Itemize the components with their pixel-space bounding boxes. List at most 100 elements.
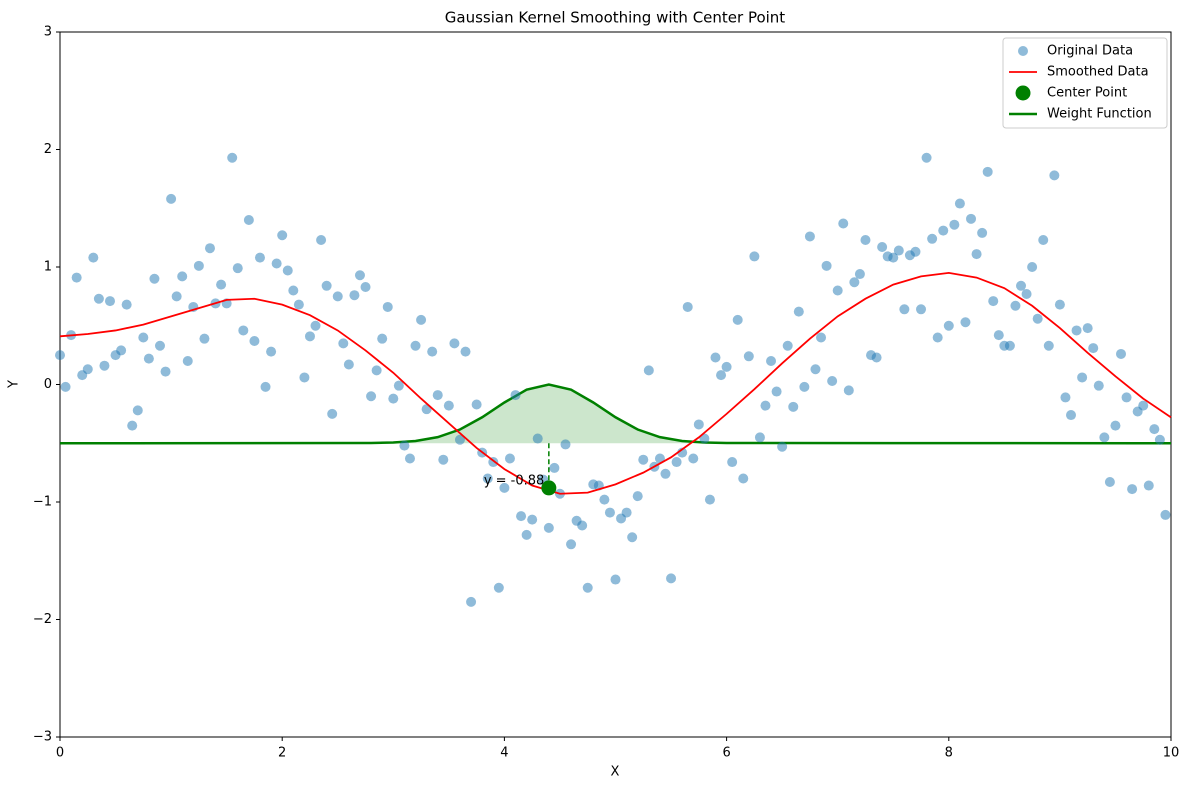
data-point [443,400,454,411]
data-point [993,330,1004,341]
data-point [910,246,921,257]
data-point [277,230,288,241]
data-point [921,152,932,163]
data-point [410,340,421,351]
y-tick-label: −3 [33,730,52,745]
data-point [954,198,965,209]
y-tick-label: 1 [44,260,52,275]
data-point [621,507,632,518]
plot-frame [59,31,1172,738]
data-point [1038,234,1049,245]
data-point [838,218,849,229]
data-point [582,582,593,593]
data-point [527,514,538,525]
data-point [1054,299,1065,310]
data-point [204,243,215,254]
data-point [843,385,854,396]
data-point [371,365,382,376]
y-tick-label: 2 [44,142,52,157]
y-tick-label: −2 [33,612,52,627]
data-point [454,434,465,445]
data-point [832,285,843,296]
data-point [82,364,93,375]
data-point [332,291,343,302]
data-point [427,346,438,357]
data-point [199,333,210,344]
data-point [293,299,304,310]
weight-fill [60,384,1171,444]
data-point [543,522,554,533]
data-point [299,372,310,383]
data-point [343,359,354,370]
data-point [510,390,521,401]
data-point [138,332,149,343]
data-point [1016,280,1027,291]
data-point [1143,480,1154,491]
data-point [1099,432,1110,443]
data-point [699,433,710,444]
data-point [282,265,293,276]
legend-box [1002,37,1168,129]
data-point [232,263,243,274]
data-point [782,340,793,351]
data-point [810,364,821,375]
data-point [660,468,671,479]
annotation: y = -0.88 [484,473,544,488]
data-point [666,573,677,584]
data-point [416,314,427,325]
data-point [849,277,860,288]
data-point [388,393,399,404]
data-point [99,360,110,371]
data-point [316,234,327,245]
data-point [760,400,771,411]
data-point [88,252,99,263]
data-point [854,269,865,280]
data-point [1127,484,1138,495]
data-point [821,260,832,271]
data-point [166,193,177,204]
data-point [360,281,371,292]
data-point [466,596,477,607]
data-point [271,258,282,269]
data-point [304,331,315,342]
data-point [982,166,993,177]
data-point [749,251,760,262]
data-point [893,245,904,256]
data-point [1093,380,1104,391]
data-point [743,351,754,362]
data-point [1154,434,1165,445]
data-point [1027,262,1038,272]
data-point [610,574,621,585]
data-point [1110,420,1121,431]
data-point [804,231,815,242]
data-point [799,381,810,392]
data-point [943,320,954,331]
plot-area: y = -0.88 [55,152,1172,607]
smoothed-line [59,271,1172,495]
data-point [1160,509,1171,520]
y-tick-label: 0 [44,377,52,392]
data-point [482,473,493,484]
data-point [732,314,743,325]
data-point [566,539,577,550]
data-point [266,346,277,357]
data-point [254,252,265,263]
data-point [766,356,777,366]
data-point [632,491,643,502]
data-point [1010,300,1021,311]
data-point [399,440,410,451]
data-point [949,219,960,230]
data-point [1043,340,1054,351]
data-point [243,215,254,225]
data-point [860,234,871,245]
data-point [899,304,910,315]
data-point [754,432,765,443]
data-point [727,457,738,468]
y-axis-label: Y [7,380,22,389]
data-point [71,272,82,283]
data-point [549,462,560,473]
data-point [638,454,649,465]
data-point [1066,410,1077,421]
data-point [116,345,127,356]
data-point [171,291,182,302]
